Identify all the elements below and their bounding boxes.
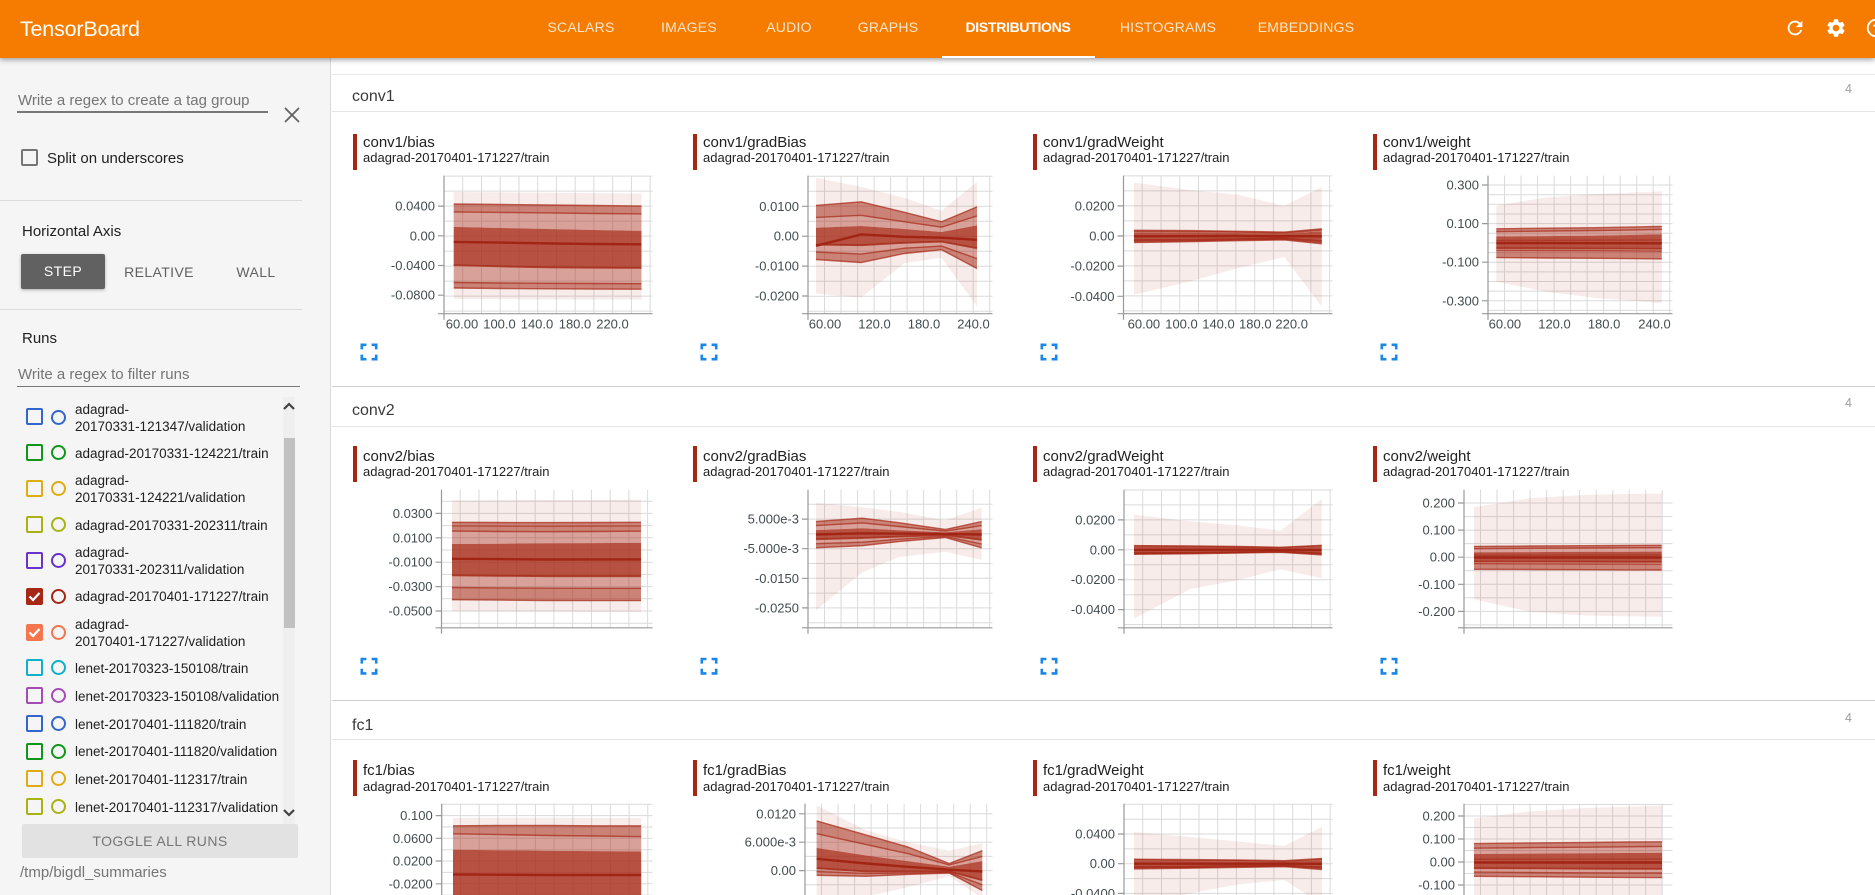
svg-text:0.0200: 0.0200 bbox=[1075, 512, 1115, 527]
svg-text:-0.0250: -0.0250 bbox=[755, 600, 799, 615]
svg-text:240.0: 240.0 bbox=[1638, 317, 1671, 332]
svg-text:-0.300: -0.300 bbox=[1442, 293, 1479, 308]
svg-text:60.00: 60.00 bbox=[1128, 317, 1161, 332]
svg-text:-0.0200: -0.0200 bbox=[1070, 259, 1114, 274]
svg-text:-0.0300: -0.0300 bbox=[388, 579, 432, 594]
svg-text:0.0400: 0.0400 bbox=[395, 199, 435, 214]
svg-text:60.00: 60.00 bbox=[1489, 317, 1522, 332]
svg-text:0.300: 0.300 bbox=[1446, 178, 1479, 193]
svg-text:-0.0400: -0.0400 bbox=[1070, 289, 1114, 304]
svg-text:120.0: 120.0 bbox=[858, 317, 891, 332]
svg-text:0.00: 0.00 bbox=[1089, 229, 1114, 244]
svg-text:100.0: 100.0 bbox=[483, 317, 516, 332]
svg-text:-0.0400: -0.0400 bbox=[391, 258, 435, 273]
svg-text:-0.0100: -0.0100 bbox=[388, 555, 432, 570]
svg-text:-0.0800: -0.0800 bbox=[391, 288, 435, 303]
svg-text:-0.0400: -0.0400 bbox=[1071, 886, 1115, 895]
svg-text:-0.0200: -0.0200 bbox=[389, 876, 433, 891]
svg-text:-0.100: -0.100 bbox=[1418, 577, 1455, 592]
svg-text:60.00: 60.00 bbox=[446, 317, 479, 332]
svg-text:0.00: 0.00 bbox=[1090, 542, 1115, 557]
svg-text:0.00: 0.00 bbox=[410, 228, 435, 243]
svg-text:-0.200: -0.200 bbox=[1418, 604, 1455, 619]
svg-text:0.0600: 0.0600 bbox=[393, 831, 433, 846]
svg-text:-0.0400: -0.0400 bbox=[1071, 602, 1115, 617]
svg-text:5.000e-3: 5.000e-3 bbox=[748, 512, 799, 527]
svg-text:0.0120: 0.0120 bbox=[756, 806, 796, 821]
svg-text:0.00: 0.00 bbox=[774, 229, 799, 244]
svg-text:140.0: 140.0 bbox=[1202, 317, 1235, 332]
svg-text:180.0: 180.0 bbox=[908, 317, 941, 332]
svg-text:100.0: 100.0 bbox=[1165, 317, 1198, 332]
svg-text:0.00: 0.00 bbox=[771, 863, 796, 878]
svg-text:0.00: 0.00 bbox=[1430, 855, 1455, 870]
svg-text:240.0: 240.0 bbox=[957, 317, 990, 332]
svg-text:-0.0100: -0.0100 bbox=[755, 259, 799, 274]
svg-text:120.0: 120.0 bbox=[1538, 317, 1571, 332]
svg-text:0.0100: 0.0100 bbox=[759, 199, 799, 214]
svg-text:0.200: 0.200 bbox=[1422, 809, 1455, 824]
svg-text:220.0: 220.0 bbox=[1275, 317, 1308, 332]
svg-text:-0.100: -0.100 bbox=[1418, 878, 1455, 893]
svg-text:140.0: 140.0 bbox=[521, 317, 554, 332]
svg-text:180.0: 180.0 bbox=[1239, 317, 1272, 332]
svg-text:0.100: 0.100 bbox=[1422, 523, 1455, 538]
svg-text:0.00: 0.00 bbox=[1430, 550, 1455, 565]
svg-text:-0.100: -0.100 bbox=[1442, 255, 1479, 270]
svg-text:60.00: 60.00 bbox=[809, 317, 842, 332]
svg-text:180.0: 180.0 bbox=[1588, 317, 1621, 332]
svg-text:-5.000e-3: -5.000e-3 bbox=[743, 541, 799, 556]
svg-text:0.0200: 0.0200 bbox=[1075, 198, 1115, 213]
svg-text:0.100: 0.100 bbox=[400, 808, 433, 823]
svg-text:?: ? bbox=[1872, 22, 1875, 36]
svg-text:0.0200: 0.0200 bbox=[393, 854, 433, 869]
svg-text:0.100: 0.100 bbox=[1422, 832, 1455, 847]
svg-text:-0.0500: -0.0500 bbox=[388, 604, 432, 619]
svg-text:0.0100: 0.0100 bbox=[393, 530, 433, 545]
svg-text:180.0: 180.0 bbox=[559, 317, 592, 332]
svg-text:-0.0200: -0.0200 bbox=[1071, 572, 1115, 587]
svg-text:220.0: 220.0 bbox=[596, 317, 629, 332]
svg-text:-0.0200: -0.0200 bbox=[755, 289, 799, 304]
svg-text:-0.0150: -0.0150 bbox=[755, 571, 799, 586]
svg-text:0.100: 0.100 bbox=[1446, 216, 1479, 231]
svg-text:0.00: 0.00 bbox=[1090, 856, 1115, 871]
svg-text:0.200: 0.200 bbox=[1422, 496, 1455, 511]
svg-text:0.0400: 0.0400 bbox=[1075, 827, 1115, 842]
svg-text:0.0300: 0.0300 bbox=[393, 506, 433, 521]
svg-text:6.000e-3: 6.000e-3 bbox=[745, 835, 796, 850]
